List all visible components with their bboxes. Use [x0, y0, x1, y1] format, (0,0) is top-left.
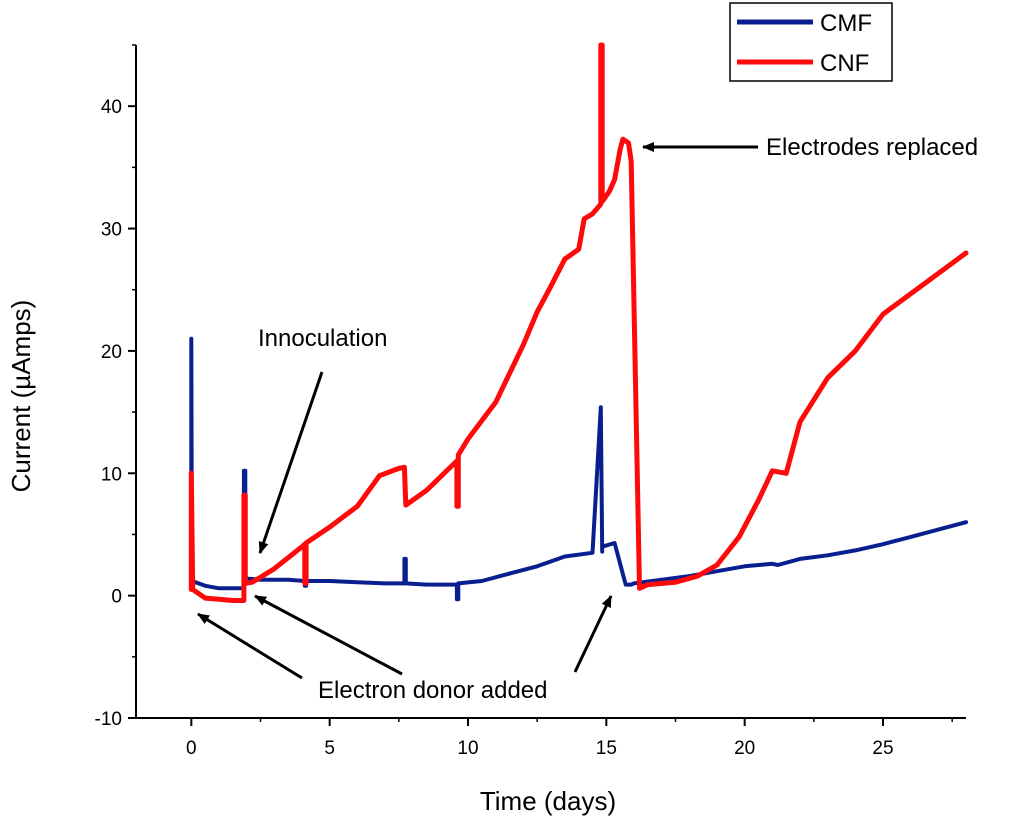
x-tick-label: 0: [186, 738, 197, 759]
y-tick-label: 40: [101, 97, 122, 118]
annotation-electron-donor-text: Electron donor added: [318, 677, 548, 704]
y-tick-label: 20: [101, 342, 122, 363]
annotation-electrodes-replaced: Electrodes replaced: [642, 134, 978, 161]
y-axis-title: Current (µAmps): [6, 300, 36, 493]
annotation-electron-donor: Electron donor added: [197, 594, 613, 704]
legend-label-cnf: CNF: [820, 50, 869, 77]
annotation-electrodes-text: Electrodes replaced: [766, 134, 978, 161]
y-tick-label: 0: [111, 587, 122, 608]
annotation-innoculation-text: Innoculation: [258, 325, 387, 352]
x-tick-label: 20: [734, 738, 755, 759]
x-tick-label: 25: [872, 738, 893, 759]
annotation-innoculation: Innoculation: [258, 325, 387, 554]
annotation-innoculation-arrow: [258, 371, 324, 554]
y-tick-label: 10: [101, 464, 122, 485]
series-layer: [188, 42, 969, 603]
annotation-electron-donor-arrow-3: [573, 595, 613, 673]
y-tick-label: 30: [101, 220, 122, 241]
x-axis-title: Time (days): [480, 786, 616, 816]
annotation-electron-donor-arrow-2: [254, 594, 403, 676]
x-ticks: 0 5 10 15 20 25: [186, 718, 953, 759]
y-ticks: -10 0 10 20 30 40: [95, 44, 136, 730]
x-tick-label: 15: [596, 738, 617, 759]
x-tick-label: 5: [324, 738, 335, 759]
legend: CMF CNF: [729, 2, 893, 82]
series-line-cnf: [188, 42, 969, 603]
legend-label-cmf: CMF: [820, 10, 872, 37]
legend-box: [729, 2, 893, 82]
y-tick-label: -10: [95, 709, 122, 730]
x-tick-label: 10: [457, 738, 478, 759]
annotation-electron-donor-arrow-1: [197, 612, 303, 680]
